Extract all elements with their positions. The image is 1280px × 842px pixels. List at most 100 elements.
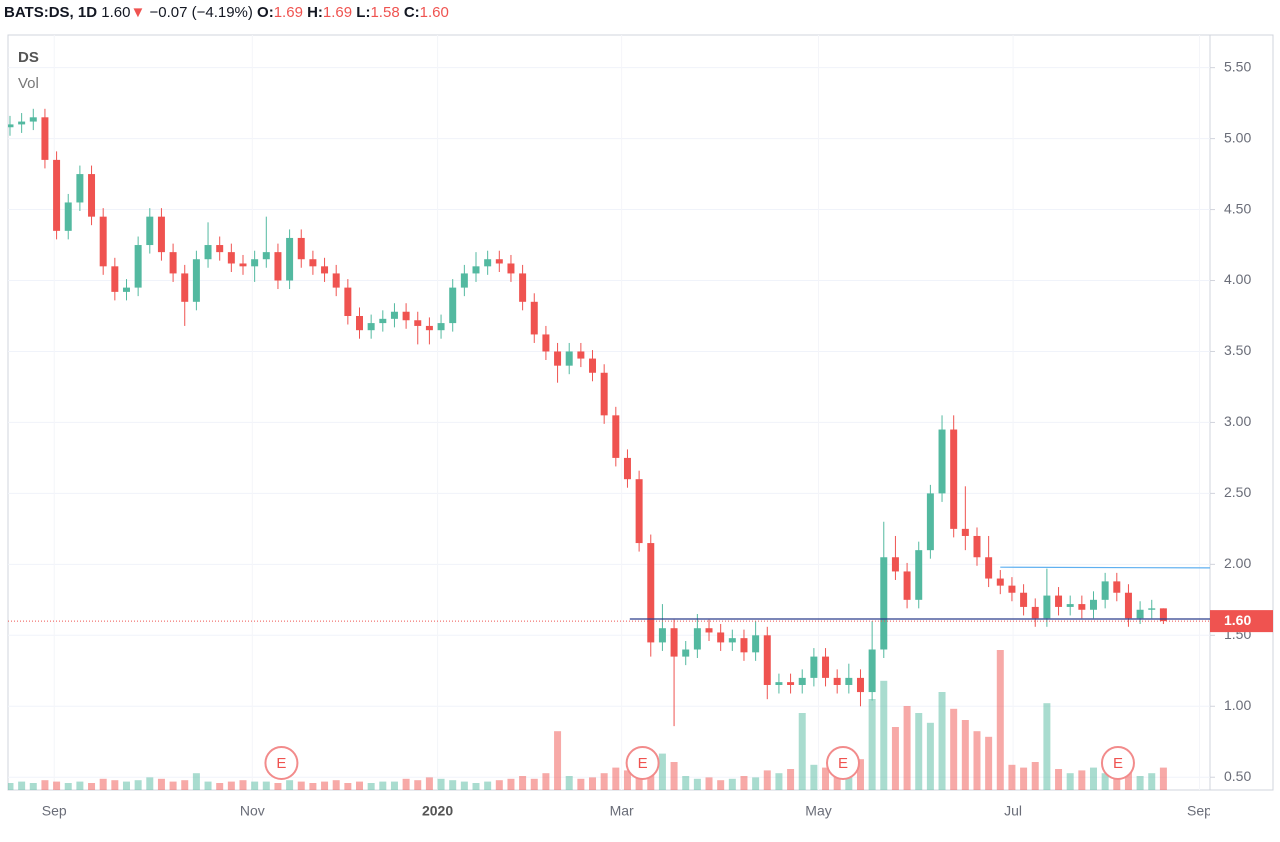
trend-line xyxy=(1000,566,1210,569)
candle-body xyxy=(204,245,212,260)
candle-body xyxy=(192,259,200,302)
candle-body xyxy=(402,311,410,321)
volume-bar xyxy=(868,699,876,790)
volume-bar xyxy=(763,770,771,790)
candle-body xyxy=(717,632,725,643)
volume-bar xyxy=(18,781,26,790)
candle-body xyxy=(239,263,247,267)
y-tick-label: 0.50 xyxy=(1224,768,1251,784)
change: −0.07 (−4.19%) xyxy=(149,4,253,21)
volume-bar xyxy=(495,780,503,790)
y-tick-label: 2.00 xyxy=(1224,555,1251,571)
candle-body xyxy=(356,315,363,331)
volume-bar xyxy=(1031,762,1039,790)
candle-body xyxy=(216,245,224,253)
volume-bar xyxy=(227,781,235,790)
candle-body xyxy=(262,252,270,260)
volume-bar xyxy=(367,783,375,790)
volume-bar xyxy=(554,731,562,790)
earnings-marker xyxy=(826,746,861,780)
candle-body xyxy=(309,259,317,267)
last-price: 1.60 xyxy=(101,4,131,21)
volume-bar xyxy=(460,781,468,790)
candle-body xyxy=(926,493,934,551)
volume-bar xyxy=(181,780,189,790)
volume-bar xyxy=(111,780,119,790)
volume-bar xyxy=(332,780,340,790)
candle-body xyxy=(286,237,294,281)
low-label: L: xyxy=(356,4,371,21)
volume-bar xyxy=(1043,703,1051,790)
candle-body xyxy=(484,259,492,267)
volume-bar xyxy=(565,776,573,790)
x-tick-label: Jul xyxy=(1004,803,1022,819)
volume-bar xyxy=(321,781,329,790)
candle-body xyxy=(996,578,1004,586)
volume-bar xyxy=(390,781,398,790)
volume-bar xyxy=(472,783,480,790)
volume-bar xyxy=(1078,770,1086,790)
candle-body xyxy=(961,528,969,536)
volume-bar xyxy=(693,778,701,790)
volume-bar xyxy=(484,781,492,790)
candle-body xyxy=(169,252,177,274)
x-tick-label: Nov xyxy=(240,803,265,819)
x-tick-label: Sep xyxy=(1187,803,1212,819)
volume-bar xyxy=(146,777,154,790)
candle-body xyxy=(1101,581,1109,600)
volume-bar xyxy=(787,769,795,790)
candle-body xyxy=(1008,585,1016,593)
volume-bar xyxy=(425,777,433,790)
volume-bar xyxy=(623,770,631,790)
volume-bar xyxy=(810,764,818,790)
candle-body xyxy=(29,117,37,122)
volume-bar xyxy=(728,778,736,790)
volume-bar xyxy=(891,727,899,790)
candle-body xyxy=(589,358,597,373)
volume-bar xyxy=(961,720,969,790)
candle-body xyxy=(833,677,841,685)
candle-body xyxy=(705,628,713,633)
frame xyxy=(7,34,1274,791)
volume-bar xyxy=(29,783,37,790)
volume-bar xyxy=(53,781,61,790)
y-tick-label: 4.00 xyxy=(1224,271,1251,287)
candle-body xyxy=(274,252,282,281)
candle-body xyxy=(565,351,573,366)
volume-bar xyxy=(938,692,946,790)
volume-bar xyxy=(297,781,305,790)
candle-body xyxy=(635,479,643,544)
close-value: 1.60 xyxy=(419,4,449,21)
candle-body xyxy=(728,638,736,643)
candle-body xyxy=(146,216,154,246)
x-tick-label: May xyxy=(805,803,831,819)
volume-bar xyxy=(251,781,259,790)
earnings-label: E xyxy=(838,755,848,772)
candle-body xyxy=(775,682,783,685)
candle-body xyxy=(414,320,422,326)
candle-body xyxy=(519,273,527,302)
volume-bar xyxy=(1066,773,1074,790)
volume-bar xyxy=(926,722,934,790)
volume-bar xyxy=(449,780,457,790)
candle-body xyxy=(251,259,259,267)
legend-header: BATS:DS, 1D 1.60▼ −0.07 (−4.19%) O:1.69 … xyxy=(4,2,449,24)
volume-bar xyxy=(286,780,294,790)
y-tick-label: 4.50 xyxy=(1224,200,1251,216)
candle-body xyxy=(1043,595,1051,619)
volume-bar xyxy=(798,713,806,790)
candle-body xyxy=(798,677,806,685)
candle-body xyxy=(915,550,923,600)
volume-bar xyxy=(856,759,864,790)
candle-body xyxy=(76,174,84,203)
volume-bar xyxy=(414,780,422,790)
volume-bar xyxy=(682,776,690,790)
candle-body xyxy=(985,557,993,579)
volume-bar xyxy=(157,778,165,790)
candle-body xyxy=(460,273,468,288)
volume-bar xyxy=(705,777,713,790)
candle-body xyxy=(425,325,433,331)
candle-body xyxy=(891,557,899,572)
candle-body xyxy=(472,266,480,274)
